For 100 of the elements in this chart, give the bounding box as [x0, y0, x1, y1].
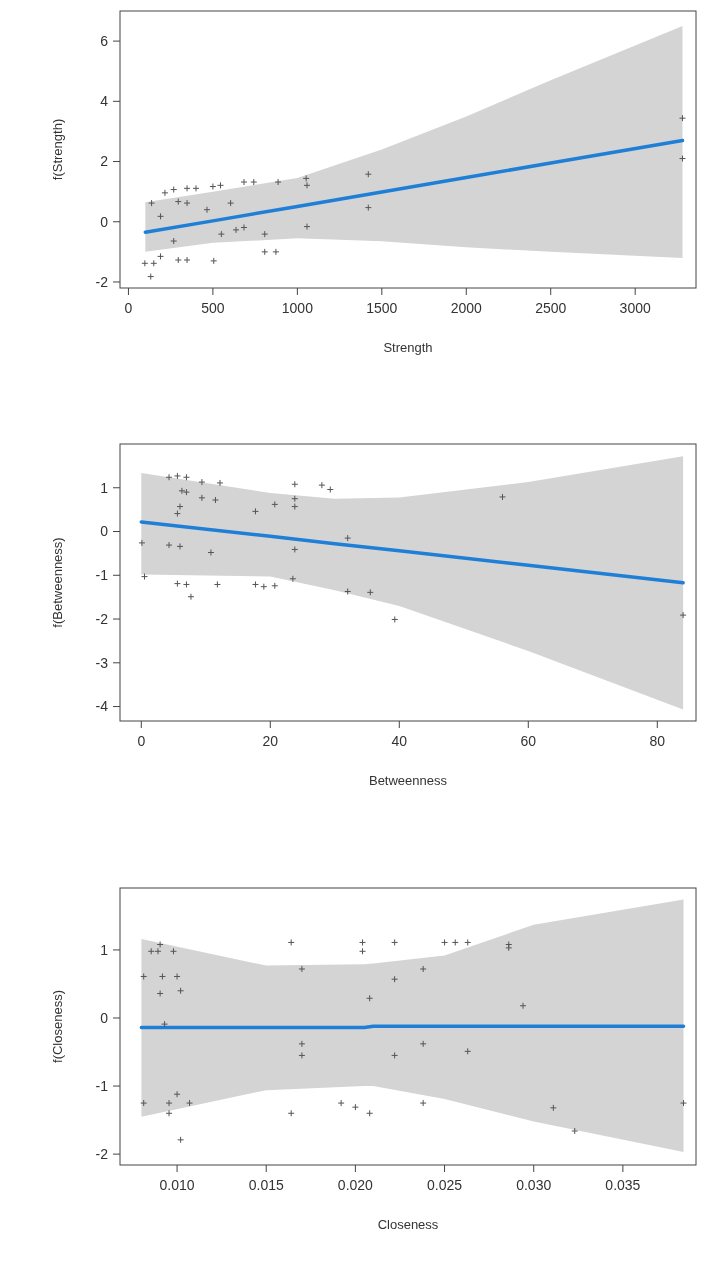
point — [211, 496, 219, 504]
point — [326, 486, 334, 494]
point — [274, 178, 282, 186]
point — [391, 615, 399, 623]
point — [359, 938, 367, 946]
point — [174, 198, 182, 206]
point — [209, 183, 217, 191]
point — [183, 184, 191, 192]
y-tick-label: -3 — [95, 654, 109, 671]
point — [154, 947, 162, 955]
point — [165, 1099, 173, 1107]
point — [391, 975, 399, 983]
point — [303, 181, 311, 189]
point — [182, 488, 190, 496]
point — [364, 170, 372, 178]
point — [419, 1040, 427, 1048]
point — [291, 503, 299, 511]
point — [287, 938, 295, 946]
y-tick-label: 1 — [100, 479, 109, 496]
x-tick-label: 20 — [262, 733, 279, 749]
point — [173, 580, 181, 588]
x-tick-label: 2500 — [535, 300, 567, 316]
point — [571, 1127, 579, 1135]
line-series — [143, 138, 685, 235]
point — [141, 259, 149, 267]
y-tick-label: -2 — [95, 1146, 109, 1163]
point — [351, 1103, 359, 1111]
y-tick-label: -2 — [95, 273, 109, 290]
point — [271, 582, 279, 590]
point — [464, 1047, 472, 1055]
point — [498, 493, 506, 501]
point — [186, 1099, 194, 1107]
x-tick-label: 40 — [391, 733, 408, 749]
point — [364, 204, 372, 212]
point — [173, 510, 181, 518]
point — [170, 237, 178, 245]
point — [298, 1040, 306, 1048]
y-tick-label: 0 — [100, 213, 109, 230]
point — [261, 248, 269, 256]
point — [302, 174, 310, 182]
point — [519, 1002, 527, 1010]
y-tick-label: -1 — [95, 567, 109, 584]
point — [678, 155, 686, 163]
point — [192, 184, 200, 192]
point — [177, 987, 185, 995]
point — [156, 940, 164, 948]
point — [165, 1109, 173, 1117]
point — [176, 542, 184, 550]
point — [240, 178, 248, 186]
point — [366, 1109, 374, 1117]
point — [217, 181, 224, 189]
x-tick-label: 0.030 — [516, 1177, 552, 1193]
point — [140, 972, 148, 980]
x-axis-title: Betweenness — [368, 773, 448, 788]
point — [366, 994, 374, 1002]
point — [289, 575, 297, 583]
point — [391, 938, 399, 946]
x-tick-label: 1000 — [281, 300, 314, 316]
y-tick-label: 0 — [100, 523, 109, 540]
y-tick-label: -4 — [95, 698, 109, 715]
x-tick-label: 0.020 — [337, 1177, 374, 1193]
point — [251, 580, 259, 588]
y-tick-label: 1 — [100, 941, 109, 958]
point — [318, 481, 326, 489]
point — [344, 534, 352, 542]
point — [170, 186, 178, 194]
x-tick-label: 0 — [124, 300, 133, 316]
point — [173, 1090, 181, 1098]
point — [272, 248, 280, 256]
x-tick-label: 0.035 — [605, 1177, 641, 1193]
point — [366, 588, 374, 596]
x-tick-label: 0.025 — [427, 1177, 463, 1193]
x-tick-label: 500 — [201, 300, 225, 316]
point — [141, 573, 149, 581]
point — [198, 478, 206, 486]
point — [260, 583, 268, 591]
y-tick-label: -1 — [95, 1077, 109, 1094]
x-axis-title: Closeness — [377, 1217, 439, 1232]
point — [291, 495, 299, 503]
y-axis-title: f(Betweenness) — [50, 537, 65, 628]
point — [549, 1104, 557, 1112]
point — [165, 473, 173, 481]
point — [183, 256, 191, 264]
point — [165, 541, 173, 549]
point — [217, 230, 225, 238]
point — [140, 1099, 148, 1107]
point — [173, 972, 181, 980]
point — [232, 226, 240, 234]
point — [183, 199, 191, 207]
line-series — [139, 520, 685, 585]
point — [441, 938, 449, 946]
point — [303, 223, 311, 231]
x-axis-title: Strength — [383, 340, 433, 355]
point — [213, 580, 221, 588]
point — [391, 1051, 399, 1059]
y-tick-label: 6 — [100, 33, 109, 50]
point — [251, 507, 259, 515]
x-tick-label: 0.015 — [248, 1177, 284, 1193]
x-tick-label: 80 — [649, 733, 666, 749]
point — [678, 114, 686, 122]
